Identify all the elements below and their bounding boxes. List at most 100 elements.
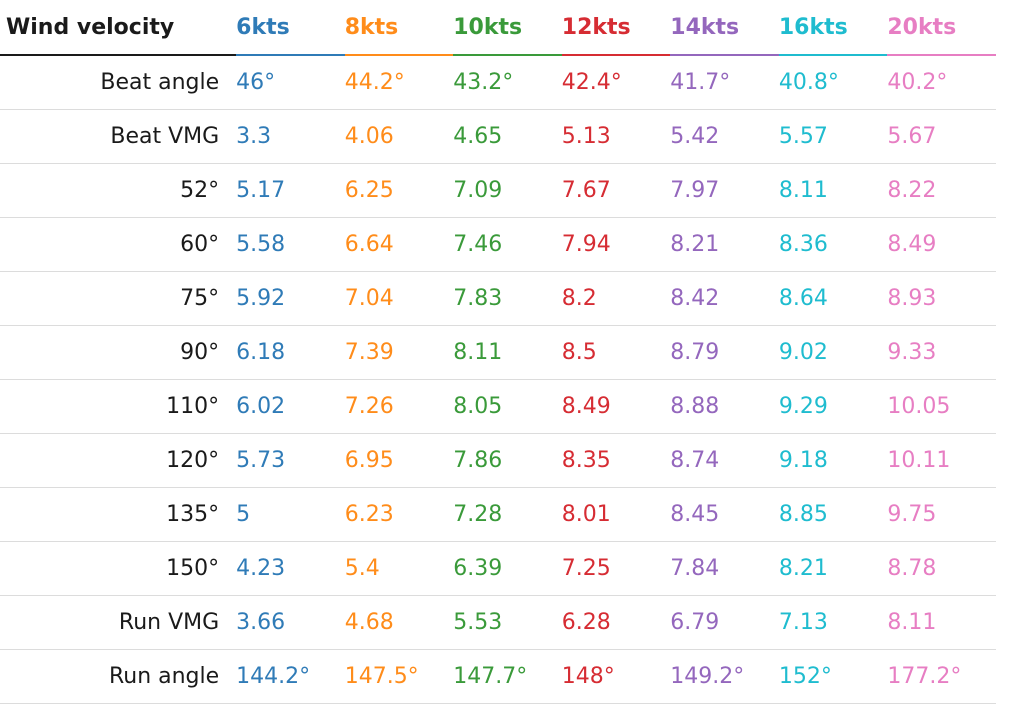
table-cell: 5.92	[236, 271, 345, 326]
table-cell: 8.74	[670, 433, 779, 488]
table-cell: 42.4°	[561, 55, 671, 110]
table-cell: 8.5	[561, 325, 671, 380]
table-cell: 8.21	[670, 217, 779, 272]
row-label: 120°	[0, 433, 237, 488]
table-cell: 8.88	[670, 379, 779, 434]
table-cell: 6.39	[453, 541, 562, 596]
row-label: 135°	[0, 487, 237, 542]
table-cell: 6.18	[236, 325, 345, 380]
table-cell: 144.2°	[236, 649, 345, 704]
row-label: Run angle	[0, 649, 237, 704]
table-cell: 5.4	[344, 541, 454, 596]
table-cell: 9.75	[887, 487, 996, 542]
table-cell: 7.13	[778, 595, 888, 650]
table-cell: 8.78	[887, 541, 996, 596]
table-cell: 8.49	[561, 379, 671, 434]
row-label: Beat angle	[0, 55, 237, 110]
table-cell: 8.36	[778, 217, 888, 272]
table-cell: 7.04	[344, 271, 454, 326]
table-row: Run angle 144.2° 147.5° 147.7° 148° 149.2° 152…	[0, 649, 996, 704]
column-header-14kts: 14kts	[670, 0, 779, 56]
table-cell: 10.11	[887, 433, 996, 488]
wind-velocity-header: Wind velocity	[0, 0, 237, 56]
table-cell: 41.7°	[670, 55, 779, 110]
table-cell: 5.73	[236, 433, 345, 488]
row-label: 75°	[0, 271, 237, 326]
table-cell: 9.18	[778, 433, 888, 488]
table-cell: 5.42	[670, 109, 779, 164]
table-cell: 6.64	[344, 217, 454, 272]
table-cell: 8.11	[453, 325, 562, 380]
table-cell: 5.67	[887, 109, 996, 164]
row-label: Run VMG	[0, 595, 237, 650]
table-cell: 9.33	[887, 325, 996, 380]
table-cell: 6.95	[344, 433, 454, 488]
table-cell: 4.23	[236, 541, 345, 596]
row-label: 60°	[0, 217, 237, 272]
header-row: Wind velocity 6kts 8kts 10kts 12kts 14kts 16k…	[0, 0, 996, 56]
column-header-12kts: 12kts	[561, 0, 671, 56]
table-cell: 5	[236, 487, 345, 542]
table-body: Beat angle 46° 44.2° 43.2° 42.4° 41.7° 40.8° 40…	[0, 55, 996, 704]
table-row: Beat VMG 3.3 4.06 4.65 5.13 5.42 5.57 5.67	[0, 109, 996, 164]
row-label: 90°	[0, 325, 237, 380]
table-row: 150° 4.23 5.4 6.39 7.25 7.84 8.21 8.78	[0, 541, 996, 596]
table-cell: 8.49	[887, 217, 996, 272]
table-cell: 177.2°	[887, 649, 996, 704]
table-row: 60° 5.58 6.64 7.46 7.94 8.21 8.36 8.49	[0, 217, 996, 272]
table-cell: 8.11	[887, 595, 996, 650]
table-cell: 6.25	[344, 163, 454, 218]
table-cell: 147.7°	[453, 649, 562, 704]
table-cell: 7.83	[453, 271, 562, 326]
table-row: 90° 6.18 7.39 8.11 8.5 8.79 9.02 9.33	[0, 325, 996, 380]
table-cell: 8.22	[887, 163, 996, 218]
table-cell: 149.2°	[670, 649, 779, 704]
table-cell: 44.2°	[344, 55, 454, 110]
table-cell: 7.25	[561, 541, 671, 596]
table-row: 110° 6.02 7.26 8.05 8.49 8.88 9.29 10.05	[0, 379, 996, 434]
table-cell: 7.67	[561, 163, 671, 218]
table-cell: 8.93	[887, 271, 996, 326]
row-label: 110°	[0, 379, 237, 434]
table-cell: 9.02	[778, 325, 888, 380]
table-cell: 8.01	[561, 487, 671, 542]
table-cell: 5.53	[453, 595, 562, 650]
table-cell: 8.64	[778, 271, 888, 326]
table-row: Beat angle 46° 44.2° 43.2° 42.4° 41.7° 40.8° 40…	[0, 55, 996, 110]
table-cell: 7.97	[670, 163, 779, 218]
table-cell: 5.17	[236, 163, 345, 218]
table-row: 52° 5.17 6.25 7.09 7.67 7.97 8.11 8.22	[0, 163, 996, 218]
table-cell: 7.26	[344, 379, 454, 434]
table-cell: 152°	[778, 649, 888, 704]
table-cell: 8.11	[778, 163, 888, 218]
table-cell: 43.2°	[453, 55, 562, 110]
row-label: 150°	[0, 541, 237, 596]
table-cell: 8.05	[453, 379, 562, 434]
table-cell: 46°	[236, 55, 345, 110]
table-cell: 5.57	[778, 109, 888, 164]
table-cell: 3.66	[236, 595, 345, 650]
table-cell: 8.42	[670, 271, 779, 326]
table-row: 120° 5.73 6.95 7.86 8.35 8.74 9.18 10.11	[0, 433, 996, 488]
table-cell: 7.86	[453, 433, 562, 488]
table-cell: 7.28	[453, 487, 562, 542]
table-cell: 6.28	[561, 595, 671, 650]
table-cell: 8.2	[561, 271, 671, 326]
polar-table: Wind velocity 6kts 8kts 10kts 12kts 14kts 16k…	[0, 0, 996, 704]
table-cell: 7.39	[344, 325, 454, 380]
column-header-10kts: 10kts	[453, 0, 562, 56]
table-cell: 4.65	[453, 109, 562, 164]
table-cell: 7.94	[561, 217, 671, 272]
row-label: Beat VMG	[0, 109, 237, 164]
table-cell: 8.45	[670, 487, 779, 542]
column-header-6kts: 6kts	[236, 0, 345, 56]
table-cell: 5.13	[561, 109, 671, 164]
table-header: Wind velocity 6kts 8kts 10kts 12kts 14kts 16k…	[0, 0, 996, 56]
table-row: 135° 5 6.23 7.28 8.01 8.45 8.85 9.75	[0, 487, 996, 542]
table-cell: 147.5°	[344, 649, 454, 704]
table-cell: 7.09	[453, 163, 562, 218]
table-cell: 7.84	[670, 541, 779, 596]
table-cell: 8.79	[670, 325, 779, 380]
table-cell: 40.8°	[778, 55, 888, 110]
column-header-8kts: 8kts	[344, 0, 454, 56]
